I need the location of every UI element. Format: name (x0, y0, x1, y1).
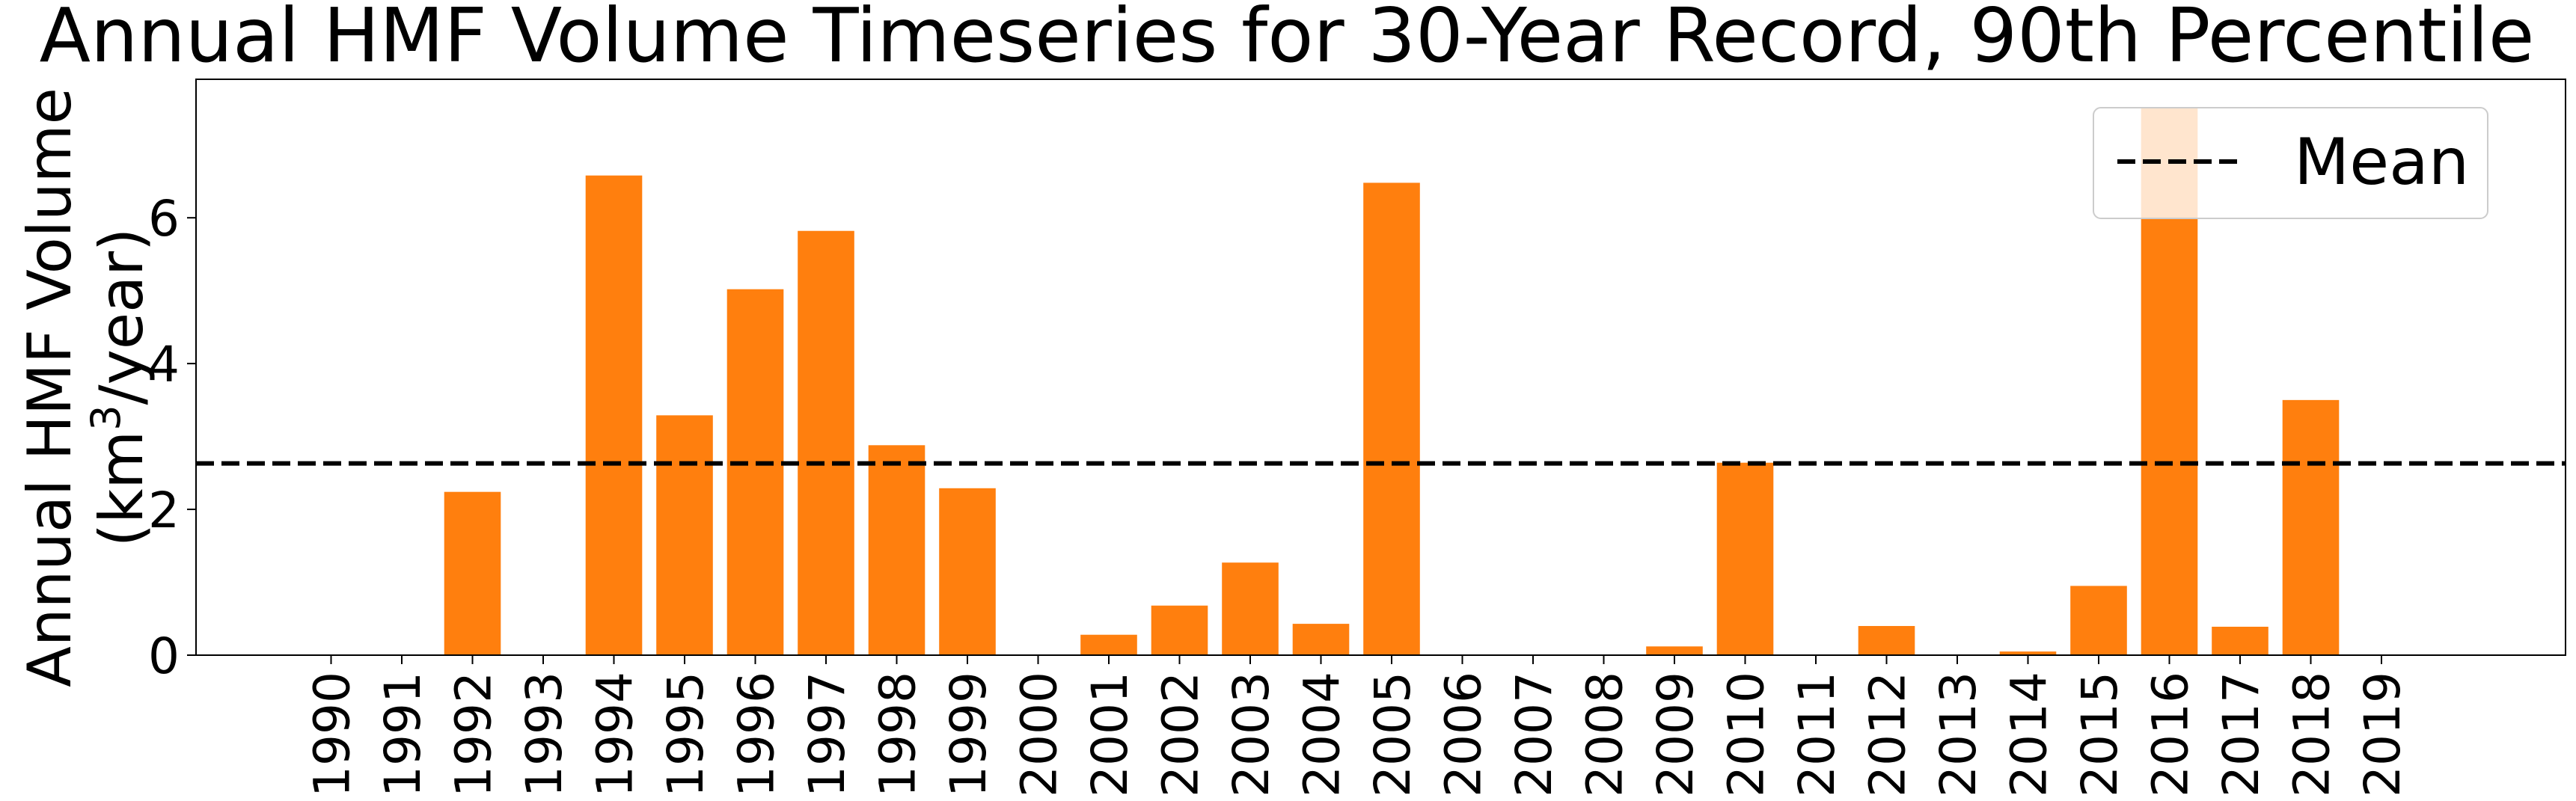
x-tick-label: 1992 (445, 672, 503, 797)
bar-2010 (1716, 462, 1774, 655)
x-tick-label: 2019 (2354, 672, 2411, 797)
bars (444, 107, 2340, 656)
x-tick-label: 2018 (2283, 672, 2341, 797)
x-tick-label: 2004 (1294, 672, 1351, 797)
plot-frame (195, 79, 2566, 656)
chart-title: Annual HMF Volume Timeseries for 30-Year… (40, 0, 2535, 79)
x-tick-label: 1991 (374, 672, 432, 797)
y-axis-ticks: 0 2 4 6 (148, 190, 196, 685)
x-tick-label: 2005 (1364, 672, 1422, 797)
y-tick-label: 0 (148, 627, 180, 685)
x-tick-label: 2007 (1505, 672, 1563, 797)
x-tick-label: 2006 (1435, 672, 1493, 797)
bar-1996 (726, 289, 784, 655)
legend-box (2093, 107, 2488, 219)
bar-1992 (444, 491, 501, 655)
bar-2001 (1080, 634, 1137, 655)
bar-1999 (939, 488, 996, 655)
x-tick-label: 1995 (657, 672, 715, 797)
x-tick-label: 2013 (1930, 672, 1987, 797)
x-tick-label: 2014 (2001, 672, 2058, 797)
x-tick-label: 2011 (1788, 672, 1846, 797)
bar-2004 (1292, 624, 1350, 655)
bar-2005 (1363, 182, 1420, 656)
y-tick-label: 6 (148, 190, 180, 248)
x-tick-label: 2010 (1718, 672, 1775, 797)
y-axis-label-line2: (km3/year) (82, 228, 156, 547)
y-axis-label-line1: Annual HMF Volume (15, 88, 85, 687)
bar-1998 (868, 445, 926, 655)
bar-2012 (1858, 626, 1915, 655)
x-axis-ticks: 1990 1991 1992 1993 1994 1995 1996 1997 1998 1999… (304, 655, 2411, 797)
x-tick-label: 2012 (1859, 672, 1917, 797)
bar-2009 (1646, 646, 1703, 655)
bar-2017 (2212, 626, 2268, 655)
x-tick-label: 2015 (2071, 672, 2129, 797)
x-tick-label: 2000 (1011, 672, 1068, 797)
bar-1997 (798, 230, 854, 655)
x-tick-label: 1998 (869, 672, 927, 797)
x-tick-label: 2009 (1647, 672, 1704, 797)
x-tick-label: 2008 (1576, 672, 1634, 797)
x-tick-label: 1996 (728, 672, 786, 797)
y-axis-label: Annual HMF Volume (km3/year) (15, 88, 156, 687)
legend-mean-label: Mean (2294, 125, 2469, 200)
x-tick-label: 2001 (1081, 672, 1139, 797)
bar-2014 (1999, 651, 2057, 655)
x-tick-label: 2003 (1223, 672, 1280, 797)
x-tick-label: 2017 (2212, 672, 2270, 797)
x-tick-label: 1999 (940, 672, 997, 797)
x-tick-label: 1993 (515, 672, 573, 797)
x-tick-label: 1997 (798, 672, 856, 797)
x-tick-label: 1990 (304, 672, 361, 797)
bar-2015 (2070, 586, 2127, 655)
y-tick-label: 2 (148, 482, 180, 539)
legend: Mean (2093, 107, 2488, 219)
bar-2002 (1151, 605, 1208, 655)
x-tick-label: 2016 (2142, 672, 2200, 797)
bar-1995 (656, 415, 713, 655)
x-tick-label: 1994 (587, 672, 644, 797)
bar-1994 (585, 175, 643, 656)
y-tick-label: 4 (148, 336, 180, 393)
bar-2018 (2282, 399, 2340, 655)
bar-2003 (1222, 562, 1279, 655)
x-tick-label: 2002 (1152, 672, 1210, 797)
